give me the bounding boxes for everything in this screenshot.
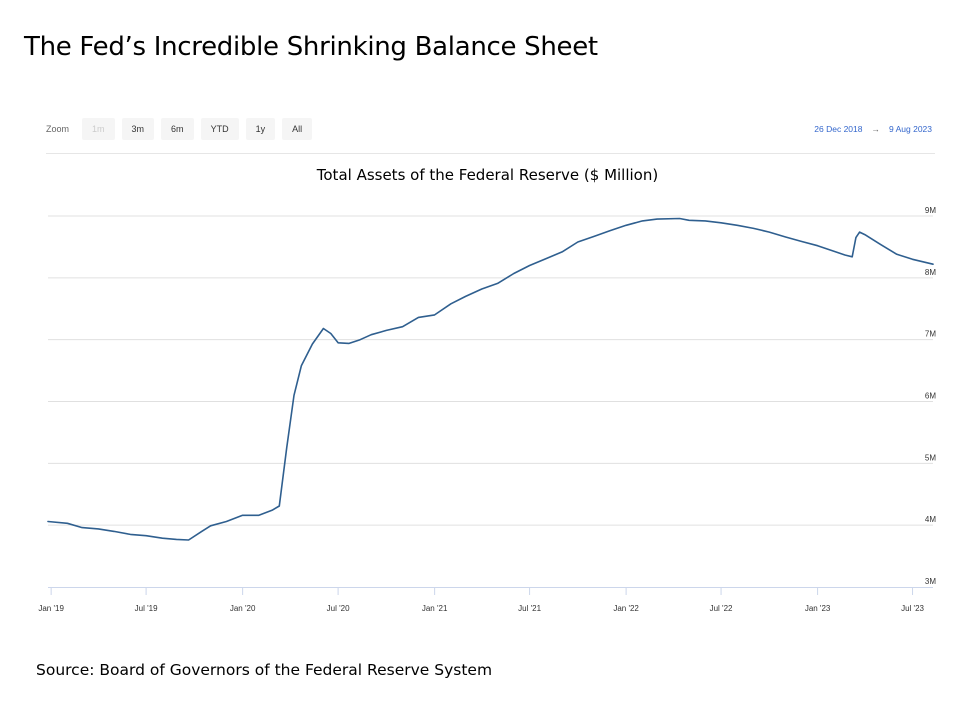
x-tick-label: Jan '20 bbox=[230, 604, 256, 613]
y-tick-label: 5M bbox=[925, 453, 936, 462]
x-tick-label: Jan '22 bbox=[613, 604, 639, 613]
zoom-ytd-button[interactable]: YTD bbox=[200, 118, 239, 140]
zoom-1m-button[interactable]: 1m bbox=[82, 118, 115, 140]
zoom-6m-button[interactable]: 6m bbox=[161, 118, 194, 140]
zoom-1y-button[interactable]: 1y bbox=[245, 118, 276, 140]
source-note: Source: Board of Governors of the Federa… bbox=[36, 661, 493, 679]
y-tick-label: 9M bbox=[925, 206, 936, 215]
chart-title: Total Assets of the Federal Reserve ($ M… bbox=[316, 166, 659, 184]
range-arrow-icon: → bbox=[871, 124, 880, 134]
total-assets-line bbox=[47, 217, 934, 541]
y-tick-label: 7M bbox=[925, 330, 936, 339]
y-tick-label: 4M bbox=[925, 515, 936, 524]
x-tick-label: Jul '20 bbox=[327, 604, 350, 613]
x-tick-label: Jan '23 bbox=[805, 604, 831, 613]
x-tick-label: Jan '19 bbox=[38, 604, 64, 613]
y-tick-label: 8M bbox=[925, 268, 936, 277]
zoom-3m-button[interactable]: 3m bbox=[121, 118, 155, 140]
x-tick-label: Jul '21 bbox=[518, 604, 541, 613]
range-to-date[interactable]: 9 Aug 2023 bbox=[888, 124, 932, 134]
slide-title: The Fed’s Incredible Shrinking Balance S… bbox=[24, 32, 598, 62]
x-tick-label: Jul '23 bbox=[901, 604, 924, 613]
navigator-divider bbox=[46, 153, 935, 154]
range-from-date[interactable]: 26 Dec 2018 bbox=[814, 124, 863, 134]
y-tick-label: 3M bbox=[925, 577, 936, 586]
y-tick-label: 6M bbox=[925, 392, 936, 401]
x-tick-label: Jan '21 bbox=[422, 604, 448, 613]
zoom-bar: Zoom 1m 3m 6m YTD 1y All bbox=[46, 117, 313, 141]
zoom-all-button[interactable]: All bbox=[282, 118, 313, 140]
x-tick-label: Jul '19 bbox=[135, 604, 158, 613]
date-range-display: 26 Dec 2018 → 9 Aug 2023 bbox=[814, 124, 932, 134]
x-tick-label: Jul '22 bbox=[710, 604, 733, 613]
zoom-label: Zoom bbox=[46, 124, 70, 134]
